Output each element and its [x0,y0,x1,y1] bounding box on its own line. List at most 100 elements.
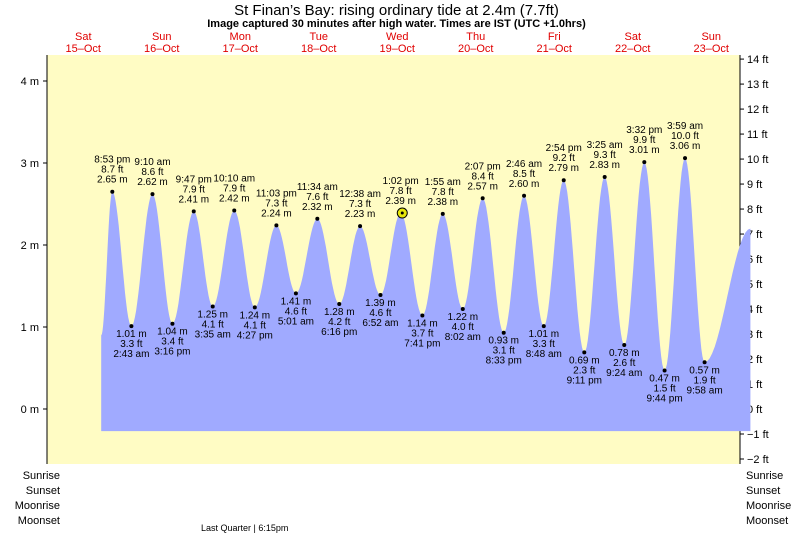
extreme-label-17-0: 1.22 m [447,312,478,323]
extreme-label-9-2: 5:01 am [278,316,314,327]
left-tick-label-4: 4 m [21,76,39,88]
extreme-label-0-0: 8:53 pm [94,155,130,166]
right-tick-label-6: 4 ft [747,304,762,316]
extreme-label-8-0: 11:03 pm [256,188,297,199]
day-name-3: Tue [309,31,328,43]
extreme-label-14-2: 2.39 m [385,196,416,207]
right-tick-label-15: 13 ft [747,79,768,91]
extreme-point-25 [622,343,627,348]
extreme-label-16-2: 2.38 m [427,197,458,208]
extreme-label-27-0: 0.47 m [649,373,680,384]
extreme-label-8-2: 2.24 m [261,208,292,219]
extreme-label-15-1: 3.7 ft [411,329,433,340]
extreme-label-6-2: 2.42 m [219,194,250,205]
extreme-label-17-1: 4.0 ft [452,322,474,333]
extreme-label-9-1: 4.6 ft [285,306,307,317]
right-tick-label-9: 7 ft [747,229,762,241]
extreme-point-3 [170,321,175,326]
extreme-label-4-2: 2.41 m [178,194,209,205]
extreme-label-20-0: 2:46 am [506,159,542,170]
extreme-label-5-2: 3:35 am [195,330,231,341]
right-tick-label-10: 8 ft [747,204,762,216]
sunrise-label-right: Sunrise [746,470,784,482]
extreme-label-2-0: 9:10 am [134,157,170,168]
extreme-label-29-0: 0.57 m [689,365,720,376]
day-name-1: Sun [152,31,172,43]
extreme-label-20-2: 2.60 m [509,179,540,190]
day-name-6: Fri [548,31,561,43]
day-date-5: 20–Oct [458,43,493,55]
current-tide-marker-dot [400,211,404,215]
day-date-6: 21–Oct [537,43,572,55]
right-tick-label-7: 5 ft [747,279,762,291]
extreme-label-19-1: 3.1 ft [493,346,515,357]
left-tick-label-2: 2 m [21,240,39,252]
extreme-label-25-0: 0.78 m [609,348,640,359]
extreme-point-7 [252,305,257,310]
left-tick-label-1: 1 m [21,322,39,334]
chart-title: St Finan’s Bay: rising ordinary tide at … [234,2,559,19]
extreme-label-25-2: 9:24 am [606,368,642,379]
extreme-point-18 [480,196,485,201]
extreme-label-0-1: 8.7 ft [101,165,123,176]
extreme-label-13-1: 4.6 ft [369,308,391,319]
extreme-point-5 [210,304,215,309]
extreme-label-14-0: 1:02 pm [383,176,419,187]
extreme-label-21-1: 3.3 ft [533,339,555,350]
right-tick-label-11: 9 ft [747,179,762,191]
day-date-7: 22–Oct [615,43,650,55]
extreme-label-9-0: 1.41 m [281,296,312,307]
extreme-label-17-2: 8:02 am [445,332,481,343]
extreme-label-8-1: 7.3 ft [265,198,287,209]
chart-subtitle: Image captured 30 minutes after high wat… [207,18,586,30]
extreme-point-28 [683,156,688,161]
extreme-label-21-2: 8:48 am [526,349,562,360]
extreme-label-10-2: 2.32 m [302,202,333,213]
sunset-label-right: Sunset [746,485,781,497]
extreme-label-12-1: 7.3 ft [349,199,371,210]
extreme-label-11-0: 1.28 m [324,307,355,318]
extreme-label-28-0: 3:59 am [667,121,703,132]
extreme-label-18-1: 8.4 ft [472,171,494,182]
extreme-label-19-0: 0.93 m [488,336,519,347]
day-date-1: 16–Oct [144,43,179,55]
extreme-label-15-0: 1.14 m [407,319,438,330]
day-date-4: 19–Oct [380,43,415,55]
extreme-label-26-0: 3:32 pm [626,125,662,136]
extreme-label-27-1: 1.5 ft [653,383,675,394]
extreme-point-0 [110,189,115,194]
extreme-label-20-1: 8.5 ft [513,169,535,180]
extreme-label-4-1: 7.9 ft [183,184,205,195]
extreme-point-24 [602,174,607,179]
extreme-point-10 [315,216,320,221]
extreme-point-29 [702,360,707,365]
extreme-label-12-0: 12:38 am [339,189,381,200]
extreme-label-7-1: 4.1 ft [244,320,266,331]
extreme-label-22-1: 9.2 ft [553,153,575,164]
extreme-label-22-2: 2.79 m [548,163,579,174]
extreme-label-23-1: 2.3 ft [573,365,595,376]
moon-phase-label: Last Quarter | 6:15pm [201,523,289,533]
right-tick-label-0: −2 ft [747,454,769,466]
tide-area [101,158,751,432]
extreme-label-10-1: 7.6 ft [306,192,328,203]
extreme-label-18-0: 2:07 pm [465,161,501,172]
extreme-label-3-0: 1.04 m [157,327,188,338]
day-name-4: Wed [386,31,408,43]
extreme-label-16-1: 7.8 ft [432,187,454,198]
extreme-point-9 [293,291,298,296]
sunrise-label: Sunrise [22,470,60,482]
day-name-0: Sat [75,31,92,43]
extreme-label-24-1: 9.3 ft [594,150,616,161]
extreme-point-16 [440,211,445,216]
right-tick-label-5: 3 ft [747,329,762,341]
extreme-label-29-2: 9:58 am [687,385,723,396]
right-tick-label-12: 10 ft [747,154,768,166]
extreme-label-2-1: 8.6 ft [141,167,163,178]
extreme-point-8 [274,223,279,228]
extreme-label-23-0: 0.69 m [569,355,600,366]
extreme-label-18-2: 2.57 m [467,181,498,192]
extreme-label-27-2: 9:44 pm [647,393,683,404]
extreme-point-12 [358,224,363,229]
right-tick-label-8: 6 ft [747,254,762,266]
